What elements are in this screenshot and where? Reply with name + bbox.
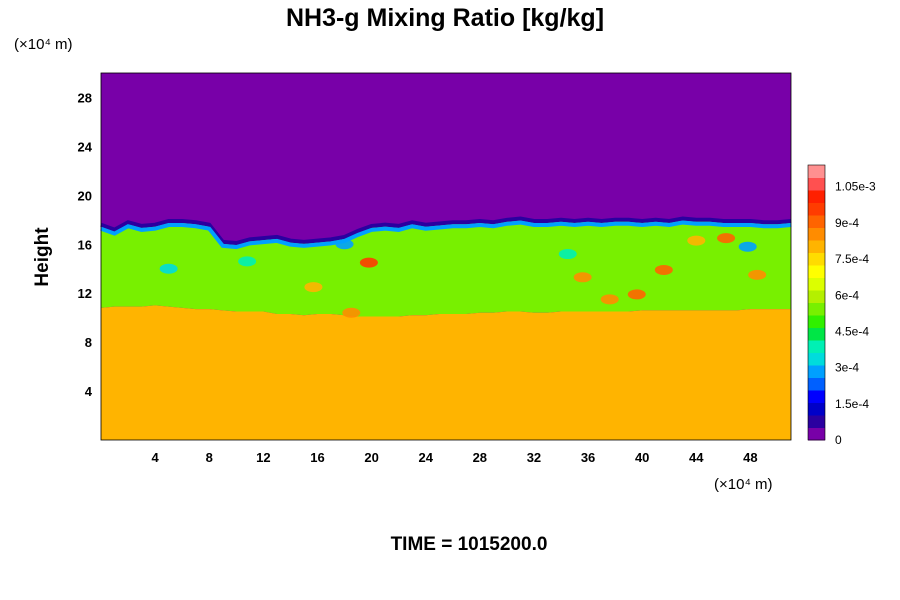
colorbar-tick-labels: 0 1.5e-4 3e-4 4.5e-4 6e-4 7.5e-4 9e-4 1.05e-3 [835,180,876,447]
x-tick-label: 36 [581,450,595,465]
colorbar-segment [808,390,825,403]
concentration-blob-9 [687,235,706,246]
concentration-blob-4 [573,272,592,283]
colorbar-segment [808,365,825,378]
colorbar-segment [808,340,825,353]
concentration-blob-1 [627,289,646,300]
concentration-blob-11 [335,239,354,250]
x-tick-label: 32 [527,450,541,465]
x-tick-label: 28 [473,450,487,465]
concentration-blob-5 [342,307,361,318]
y-tick-label: 8 [85,335,92,350]
colorbar-segment [808,240,825,253]
colorbar-segment [808,265,825,278]
colorbar-segment [808,377,825,391]
colorbar-segment [808,227,825,241]
x-tick-label: 44 [689,450,704,465]
colorbar-segment [808,290,825,303]
x-tick-label: 8 [206,450,213,465]
concentration-blob-8 [304,282,323,293]
colorbar-segment [808,202,825,216]
y-tick-label: 4 [85,384,93,399]
colorbar-segment [808,177,825,191]
concentration-blob-6 [600,294,619,305]
colorbar-segment [808,327,825,341]
interface-edge-inner [100,220,792,250]
x-tick-label: 24 [418,450,433,465]
plot-frame [100,72,792,441]
y-tick-label: 28 [78,90,92,105]
colorbar-segment [808,190,825,203]
mixing-layer-region [101,218,791,317]
time-footer: TIME = 1015200.0 [391,534,548,555]
colorbar-tick-label: 0 [835,433,842,447]
colorbar-tick-label: 7.5e-4 [835,252,869,266]
y-axis-label: Height [32,227,53,287]
x-tick-labels: 4 8 12 16 20 24 28 32 36 40 44 48 [152,450,758,465]
x-tick-label: 4 [152,450,160,465]
y-tick-label: 20 [78,188,92,203]
colorbar-segment [808,315,825,328]
lower-region [101,305,791,440]
x-tick-label: 12 [256,450,270,465]
colorbar-tick-label: 4.5e-4 [835,324,869,338]
x-unit-label: (×10⁴ m) [714,476,773,493]
concentration-blob-7 [748,269,767,280]
colorbar-segment [808,165,825,178]
colorbar-tick-label: 6e-4 [835,288,859,302]
concentration-blob-2 [654,264,673,275]
chart-title: NH3-g Mixing Ratio [kg/kg] [286,4,604,32]
y-unit-label: (×10⁴ m) [14,36,73,53]
colorbar-tick-label: 1.5e-4 [835,397,869,411]
colorbar-segment [808,402,825,416]
y-tick-labels: 4 8 12 16 20 24 28 [78,90,93,399]
y-tick-label: 16 [78,237,92,252]
colorbar-segment [808,352,825,366]
colorbar-tick-label: 1.05e-3 [835,180,876,194]
concentration-blob-10 [159,263,178,274]
colorbar-tick-label: 3e-4 [835,361,859,375]
colorbar [807,164,826,441]
x-tick-label: 16 [310,450,324,465]
x-tick-label: 40 [635,450,649,465]
colorbar-segment [808,277,825,291]
concentration-blob-12 [738,241,757,252]
y-tick-label: 12 [78,286,92,301]
x-tick-label: 20 [364,450,378,465]
colorbar-tick-label: 9e-4 [835,216,859,230]
concentration-blob-0 [359,257,378,268]
y-tick-label: 24 [78,139,93,154]
colorbar-segment [808,215,825,228]
concentration-blob-14 [238,256,257,267]
colorbar-frame [807,164,826,441]
concentration-blob-13 [558,249,577,260]
colorbar-segment [808,302,825,316]
x-tick-label: 48 [743,450,757,465]
colorbar-segment [808,427,825,441]
colorbar-segment [808,252,825,266]
interface-edge [100,216,792,246]
concentration-blob-3 [717,233,736,244]
colorbar-segment [808,415,825,428]
